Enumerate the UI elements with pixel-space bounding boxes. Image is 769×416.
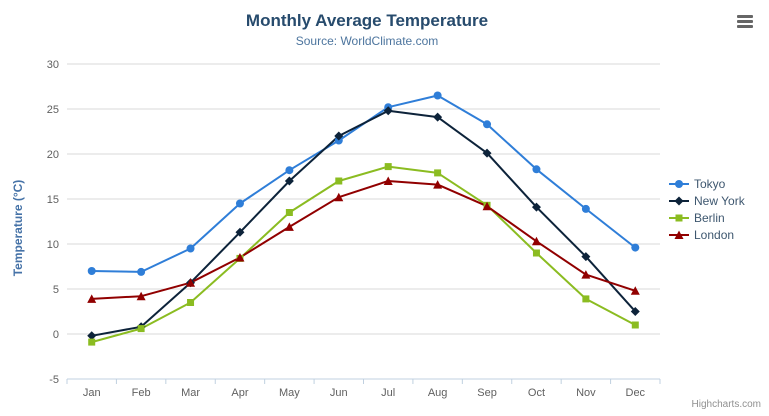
series-marker[interactable] [334, 192, 344, 202]
y-axis-title: Temperature (°C) [11, 179, 25, 277]
x-axis-tick-label: Nov [576, 387, 596, 399]
x-axis-tick-label: Jun [330, 387, 348, 399]
legend-symbol-square [669, 214, 689, 222]
series-marker[interactable] [87, 294, 97, 303]
x-axis-tick-label: Jan [83, 387, 101, 399]
series-marker[interactable] [532, 165, 541, 174]
series-line-new-york [90, 109, 637, 337]
y-axis-tick-label: 0 [53, 329, 59, 341]
series-marker[interactable] [434, 169, 442, 177]
series-marker[interactable] [137, 325, 145, 333]
series-marker[interactable] [631, 243, 640, 252]
y-axis-tick-label: 10 [47, 239, 59, 251]
chart-subtitle: Source: WorldClimate.com [295, 34, 439, 48]
x-axis-tick-label: Sep [477, 387, 497, 399]
series-line-berlin [90, 165, 637, 344]
series-marker[interactable] [630, 307, 640, 316]
series-marker[interactable] [88, 338, 96, 346]
legend-item-label: Tokyo [694, 177, 726, 191]
series-marker[interactable] [531, 202, 541, 212]
x-axis-tick-label: Mar [181, 387, 200, 399]
y-axis-tick-label: 30 [47, 59, 59, 71]
x-axis-tick-label: Aug [428, 387, 448, 399]
legend-item-new-york[interactable]: New York [669, 194, 745, 208]
series-line-london [90, 180, 637, 300]
series-marker[interactable] [87, 267, 96, 275]
series-marker [674, 230, 684, 239]
y-axis-tick-label: 25 [47, 104, 59, 116]
series-marker[interactable] [383, 176, 393, 186]
y-axis-tick-label: 15 [47, 194, 59, 206]
legend-item-label: Berlin [694, 211, 725, 225]
series-marker[interactable] [631, 321, 639, 329]
x-axis-tick-label: Jul [381, 387, 395, 399]
x-axis-tick-label: Apr [231, 387, 248, 399]
legend-symbol-circle [669, 180, 689, 188]
series-marker [675, 214, 683, 222]
series-marker[interactable] [531, 236, 541, 246]
legend-item-london[interactable]: London [669, 228, 745, 242]
series-marker[interactable] [186, 244, 195, 253]
chart-legend: Tokyo New York Berlin London [669, 177, 745, 242]
series-marker[interactable] [581, 252, 591, 262]
series-marker[interactable] [334, 131, 344, 141]
series-marker[interactable] [482, 148, 492, 158]
legend-symbol-triangle [669, 230, 689, 239]
legend-item-label: New York [694, 194, 745, 208]
series-marker[interactable] [433, 91, 442, 100]
y-axis-tick-label: -5 [49, 374, 59, 386]
hamburger-icon [737, 15, 753, 18]
series-marker[interactable] [483, 120, 492, 129]
series-marker[interactable] [582, 295, 590, 303]
y-axis-tick-label: 5 [53, 284, 59, 296]
series-marker[interactable] [532, 249, 540, 257]
series-marker[interactable] [384, 163, 392, 171]
series-marker[interactable] [235, 227, 245, 237]
series-marker[interactable] [433, 112, 443, 122]
legend-item-berlin[interactable]: Berlin [669, 211, 745, 225]
series-marker[interactable] [285, 209, 293, 216]
series-marker[interactable] [383, 106, 393, 116]
series-marker[interactable] [581, 204, 590, 213]
hamburger-icon [737, 20, 753, 23]
series-marker[interactable] [630, 286, 640, 295]
series-marker[interactable] [137, 267, 146, 276]
legend-item-tokyo[interactable]: Tokyo [669, 177, 745, 191]
series-marker[interactable] [285, 166, 294, 175]
x-axis-tick-label: Dec [626, 387, 646, 399]
series-marker[interactable] [235, 199, 244, 208]
series-marker[interactable] [235, 253, 245, 262]
x-axis-tick-label: Oct [528, 387, 545, 399]
series-marker[interactable] [186, 278, 196, 287]
series-marker [674, 196, 684, 206]
series-marker[interactable] [187, 299, 195, 306]
legend-item-label: London [694, 228, 735, 242]
series-marker[interactable] [284, 176, 294, 186]
series-marker[interactable] [482, 201, 492, 211]
credits-link[interactable]: Highcharts.com [691, 399, 761, 410]
chart-title: Monthly Average Temperature [245, 11, 489, 30]
series-marker[interactable] [433, 180, 443, 189]
series-marker[interactable] [136, 291, 146, 301]
series-marker[interactable] [87, 331, 97, 341]
series-marker [675, 180, 683, 188]
x-axis-tick-label: Feb [132, 387, 151, 399]
hamburger-icon [737, 25, 753, 28]
series-line-tokyo [90, 94, 637, 273]
series-marker[interactable] [335, 177, 343, 185]
series-marker[interactable] [284, 222, 294, 231]
export-menu-button[interactable] [737, 15, 753, 28]
legend-symbol-diamond [669, 196, 689, 206]
series-marker[interactable] [581, 270, 591, 279]
y-axis-tick-label: 20 [47, 149, 59, 161]
x-axis-tick-label: May [279, 387, 300, 399]
